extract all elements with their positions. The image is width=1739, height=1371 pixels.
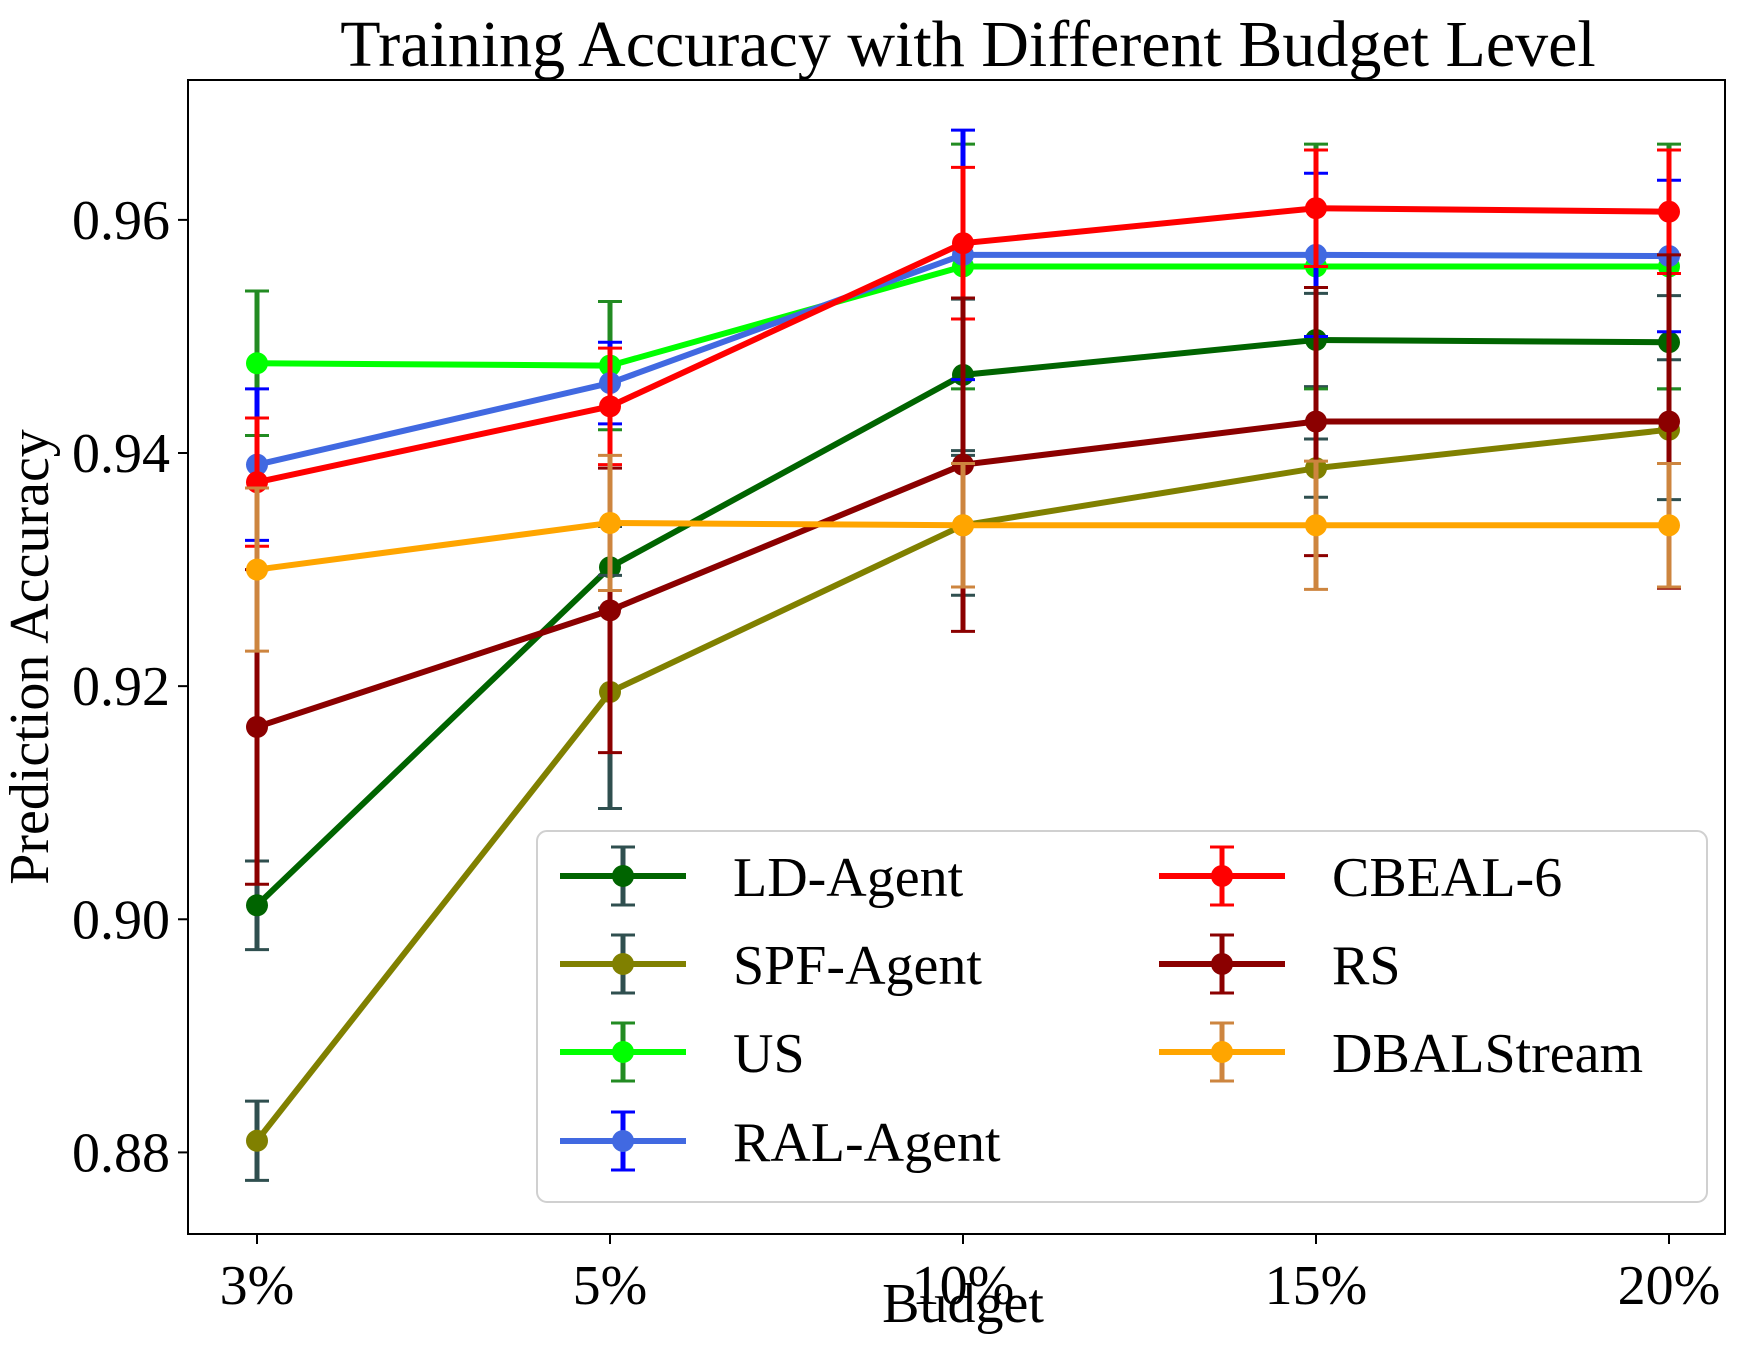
legend-label: DBALStream [1332,1023,1643,1085]
legend-swatch-marker [612,953,634,975]
legend-item: RS [1159,933,1401,997]
data-point [1305,197,1327,220]
legend-label: LD-Agent [733,847,964,909]
data-point [246,352,268,375]
data-point [246,715,268,738]
legend-swatch-marker [1211,1041,1233,1063]
legend-item: US [560,1021,805,1085]
legend-label: CBEAL-6 [1332,847,1562,909]
data-point [952,514,974,537]
data-point [1305,410,1327,433]
axis-ticks: 3% 5% 10% 15% 20% 0.88 0.90 0.92 0.94 0.96 [72,190,1720,1317]
data-point [1658,514,1680,537]
x-tick-label: 15% [1265,1255,1368,1317]
data-point [1658,200,1680,223]
legend-item: DBALStream [1159,1021,1643,1085]
y-tick-label: 0.88 [72,1122,170,1184]
data-point [599,599,621,622]
legend-swatch-marker [1211,953,1233,975]
chart-title: Training Accuracy with Different Budget … [340,8,1596,81]
series-dbalstream [245,453,1681,653]
legend-swatch-marker [1211,865,1233,887]
legend-swatch-marker [612,865,634,887]
plot-area-frame [187,79,1726,1235]
series-cbeal-6 [245,148,1681,548]
data-point [246,558,268,581]
x-tick-label: 3% [220,1255,295,1317]
y-tick-label: 0.96 [72,190,170,252]
legend-swatch-marker [612,1130,634,1152]
legend-item: CBEAL-6 [1159,845,1562,909]
legend-frame [536,830,1708,1203]
legend-item: SPF-Agent [560,933,982,997]
data-point [599,395,621,418]
series-layer [245,128,1681,1182]
data-point [1658,410,1680,433]
legend-item: RAL-Agent [560,1110,1001,1174]
x-tick-label: 5% [573,1255,648,1317]
data-point [246,894,268,917]
legend-label: RAL-Agent [733,1112,1001,1174]
y-tick-label: 0.94 [72,423,170,485]
data-point [1305,514,1327,537]
legend-label: SPF-Agent [733,935,982,997]
x-tick-label: 10% [912,1255,1015,1317]
legend-item: LD-Agent [560,845,964,909]
data-point [599,511,621,534]
legend: LD-Agent SPF-Agent US RAL-Agent CBEAL-6 RS DBA… [536,830,1708,1203]
data-point [246,1129,268,1152]
x-tick-label: 20% [1618,1255,1721,1317]
data-point [952,232,974,255]
x-axis-label: Budget [882,1273,1044,1335]
legend-swatch-marker [612,1041,634,1063]
legend-label: RS [1332,935,1401,997]
y-tick-label: 0.90 [72,889,170,951]
y-axis-label: Prediction Accuracy [0,429,61,885]
y-tick-label: 0.92 [72,656,170,718]
legend-label: US [733,1023,805,1085]
